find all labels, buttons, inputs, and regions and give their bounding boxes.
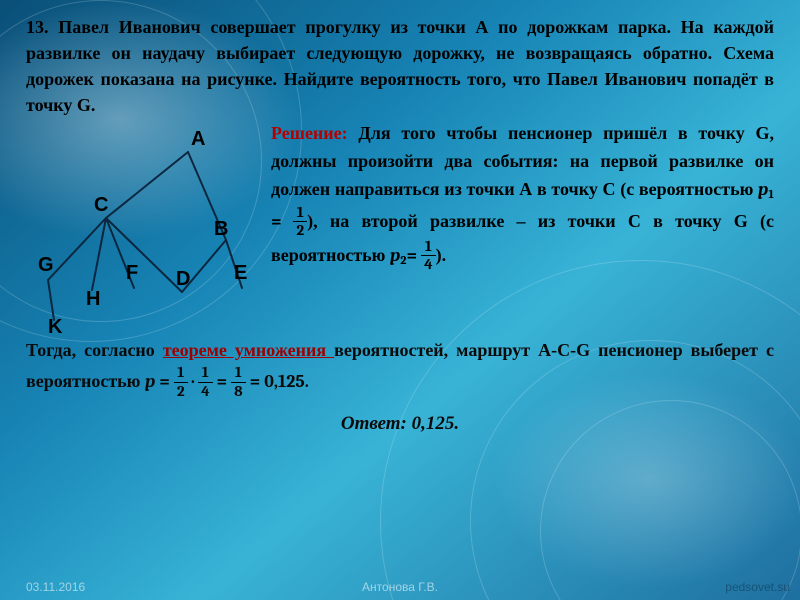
node-label-H: H	[86, 288, 100, 311]
solution-header: Решение:	[271, 123, 348, 143]
problem-number: 13.	[26, 17, 49, 37]
solution-body-3: ).	[436, 245, 447, 265]
node-label-G: G	[38, 254, 54, 277]
path-diagram: A C B G H F D E K	[26, 120, 271, 335]
problem-text: 13. Павел Иванович совершает прогулку из…	[26, 14, 774, 118]
frac-p1: 12	[293, 205, 307, 239]
conclusion-pre: Тогда, согласно	[26, 340, 163, 360]
footer-date: 03.11.2016	[26, 580, 85, 594]
mid-row: A C B G H F D E K Решение: Для того чтоб…	[26, 120, 774, 335]
prob-p2: p2= 14	[390, 245, 436, 266]
diagram-svg	[26, 120, 271, 335]
node-label-F: F	[126, 262, 138, 285]
footer-author: Антонова Г.В.	[362, 580, 438, 594]
node-label-E: E	[234, 262, 247, 285]
node-label-D: D	[176, 268, 190, 291]
answer-label: Ответ:	[341, 413, 407, 434]
node-label-K: K	[48, 316, 62, 339]
solution-text: Решение: Для того чтобы пенсионер пришёл…	[271, 120, 774, 335]
node-label-A: A	[191, 128, 205, 151]
node-label-B: B	[214, 218, 228, 241]
answer-line: Ответ: 0,125.	[26, 413, 774, 435]
frac-p2: 14	[421, 239, 435, 273]
problem-body: Павел Иванович совершает прогулку из точ…	[26, 17, 774, 115]
calc-expr: p = 12 · 14 = 18 = 0,125.	[145, 371, 309, 392]
conclusion-text: Тогда, согласно теореме умножения вероят…	[26, 337, 774, 398]
footer-site: pedsovet.su	[725, 580, 790, 594]
node-label-C: C	[94, 194, 108, 217]
solution-body-2: ), на второй развилке – из точки С в точ…	[271, 211, 774, 265]
theorem-link[interactable]: теореме умножения	[163, 340, 334, 360]
answer-value: 0,125.	[412, 413, 460, 434]
slide: 13. Павел Иванович совершает прогулку из…	[0, 0, 800, 600]
